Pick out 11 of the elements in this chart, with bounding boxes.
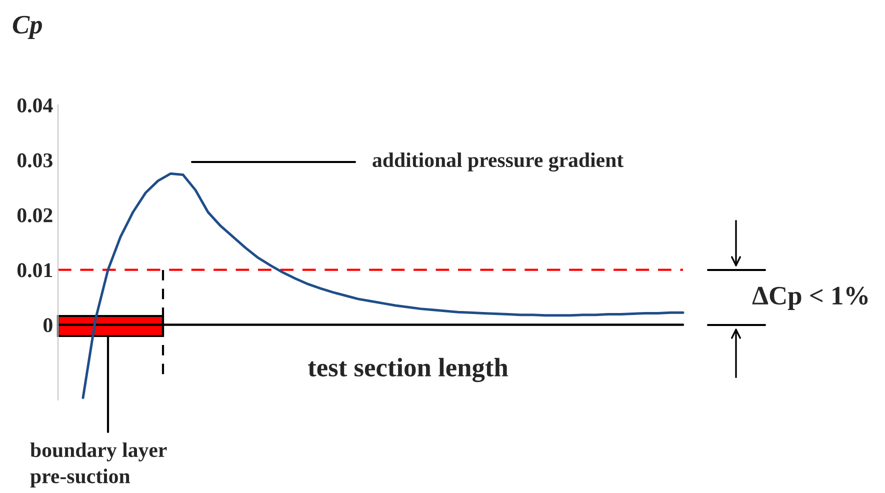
text: ΔCp < 1% bbox=[752, 286, 868, 310]
y-tick-label: 0.03 bbox=[17, 153, 52, 168]
y-tick-label: 0 bbox=[44, 318, 52, 332]
y-tick-label: 0.02 bbox=[17, 208, 52, 222]
text: boundary layer pre-suction bbox=[30, 442, 167, 488]
y-tick-label: 0.04 bbox=[17, 98, 53, 113]
annotation: additional pressure gradient bbox=[372, 152, 624, 172]
y-tick-label: 0.01 bbox=[17, 263, 52, 278]
line-series bbox=[82, 172, 684, 400]
annotation: test section length bbox=[308, 358, 508, 382]
y-axis-title: Cp bbox=[12, 16, 42, 39]
